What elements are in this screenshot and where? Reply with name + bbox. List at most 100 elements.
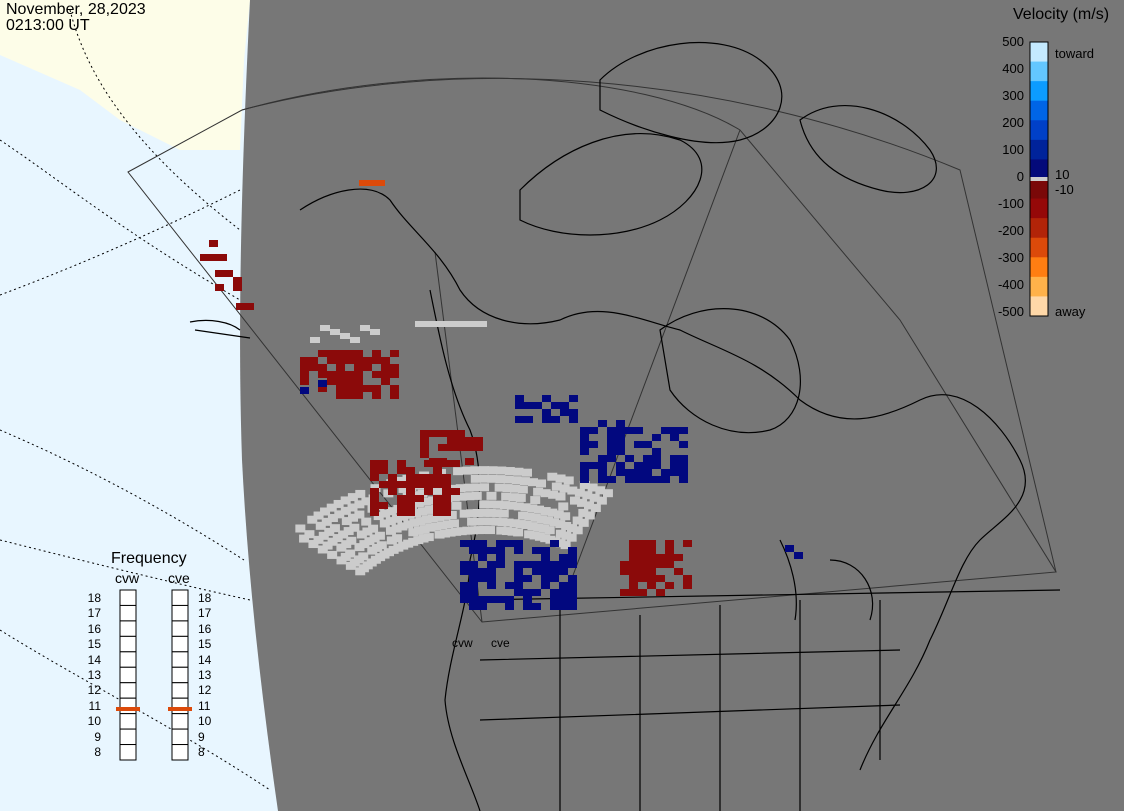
negative-velocity-cell [345,357,354,364]
negative-velocity-cell [674,568,683,575]
negative-velocity-cell [370,460,379,467]
positive-velocity-cell [469,603,478,610]
ground-scatter-cell [602,489,613,498]
frequency-tick-label: 9 [94,729,101,744]
negative-velocity-cell [447,437,456,444]
negative-velocity-cell [233,277,242,284]
ground-scatter-cell [560,541,571,550]
ground-scatter-cell [534,532,545,541]
negative-velocity-cell [638,540,647,547]
ground-scatter-cell [470,474,481,483]
ground-scatter-cell [472,509,483,518]
negative-velocity-cell [456,430,465,437]
negative-velocity-cell [372,385,381,392]
positive-velocity-cell [598,420,607,427]
ground-scatter-cell [439,321,451,327]
ground-scatter-cell [584,511,595,520]
ground-scatter-cell [539,524,550,533]
positive-velocity-cell [542,395,551,402]
ground-scatter-cell [533,523,544,532]
positive-velocity-cell [487,561,496,568]
frequency-ladder-cell [119,589,137,606]
positive-velocity-cell [679,441,688,448]
negative-velocity-cell [638,561,647,568]
ground-scatter-cell [457,492,468,501]
ground-scatter-cell [509,519,520,528]
negative-velocity-cell [397,481,406,488]
frequency-title: Frequency [111,550,187,567]
ground-scatter-cell [307,515,318,524]
ground-scatter-cell [446,510,457,519]
negative-velocity-cell [354,378,363,385]
positive-velocity-cell [607,441,616,448]
positive-velocity-cell [652,462,661,469]
ground-scatter-cell [386,507,397,516]
ground-scatter-cell [479,517,490,526]
negative-velocity-cell [372,357,381,364]
frequency-tick-label: 17 [87,606,101,621]
positive-velocity-cell [598,462,607,469]
positive-velocity-cell [559,596,568,603]
negative-velocity-cell [638,568,647,575]
positive-velocity-cell [559,568,568,575]
negative-velocity-cell [629,561,638,568]
positive-velocity-cell [550,568,559,575]
ground-scatter-cell [540,534,551,543]
positive-velocity-cell [643,469,652,476]
positive-velocity-cell [607,476,616,483]
ground-scatter-cell [487,474,498,483]
negative-velocity-cell [406,502,415,509]
ground-scatter-cell [521,468,532,477]
ground-scatter-cell [424,505,435,514]
ground-scatter-cell [517,485,528,494]
positive-velocity-cell [505,540,514,547]
negative-velocity-cell [215,284,224,291]
positive-velocity-cell [560,402,569,409]
negative-velocity-cell [647,540,656,547]
ground-scatter-cell [547,508,558,517]
ground-scatter-cell [560,512,571,521]
positive-velocity-cell [568,582,577,589]
negative-velocity-cell [233,284,242,291]
ground-scatter-cell [304,530,315,539]
ground-scatter-cell [329,524,340,533]
colorbar-segment [1030,61,1048,82]
positive-velocity-cell [670,455,679,462]
frequency-tick-label: 18 [198,590,212,605]
negative-velocity-cell [354,364,363,371]
positive-velocity-cell [514,561,523,568]
ground-scatter-cell [524,512,535,521]
negative-velocity-cell [236,303,245,310]
negative-velocity-cell [363,357,372,364]
positive-velocity-cell [541,547,550,554]
velocity-tick-label: -500 [997,304,1024,319]
negative-velocity-cell [309,364,318,371]
negative-velocity-cell [372,371,381,378]
negative-velocity-cell [379,481,388,488]
positive-velocity-cell [634,469,643,476]
ground-scatter-cell [479,508,490,517]
positive-velocity-cell [469,547,478,554]
negative-velocity-cell [656,589,665,596]
negative-velocity-cell [218,254,227,261]
negative-velocity-cell [665,582,674,589]
ground-scatter-cell [413,536,424,545]
positive-velocity-cell [533,402,542,409]
positive-velocity-cell [616,469,625,476]
positive-velocity-cell [559,582,568,589]
negative-velocity-cell [442,495,451,502]
negative-velocity-cell [318,385,327,392]
velocity-tick-label: 0 [1016,169,1024,184]
negative-velocity-cell [370,488,379,495]
ground-scatter-cell [340,506,351,515]
ground-scatter-cell [479,526,490,535]
ground-scatter-cell [461,466,472,475]
negative-velocity-cell [638,554,647,561]
ground-scatter-cell [333,499,344,508]
positive-velocity-cell [514,540,523,547]
negative-velocity-cell [647,582,656,589]
ground-scatter-cell [518,511,529,520]
ground-scatter-cell [513,502,524,511]
negative-velocity-cell [363,364,372,371]
negative-velocity-cell [665,547,674,554]
